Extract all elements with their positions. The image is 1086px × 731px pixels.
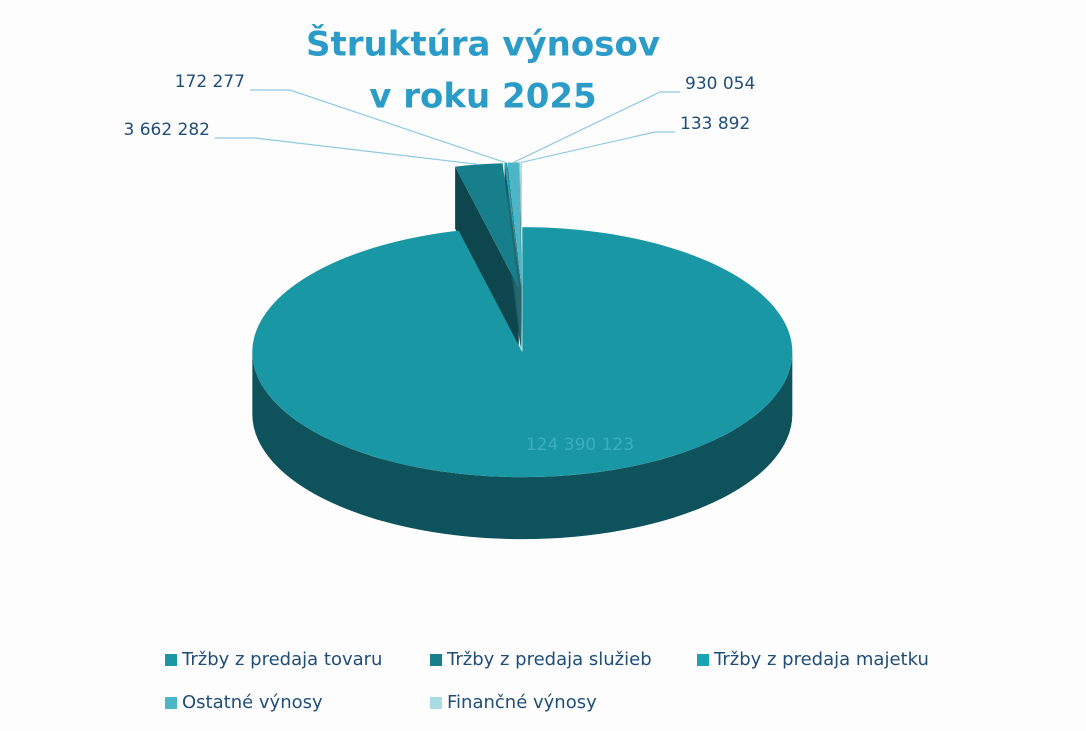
data-label: 172 277 — [175, 72, 245, 92]
legend-label: Tržby z predaja tovaru — [181, 649, 382, 670]
legend-swatch — [430, 697, 442, 709]
data-label: 3 662 282 — [123, 120, 210, 140]
slice — [504, 162, 521, 288]
legend-label: Ostatné výnosy — [182, 692, 323, 713]
leader-line — [215, 137, 479, 166]
slice-side — [455, 166, 519, 351]
legend-label: Tržby z predaja služieb — [446, 649, 652, 670]
leader-line — [250, 89, 506, 164]
slice — [507, 162, 522, 288]
legend-label: Finančné výnosy — [447, 692, 597, 713]
slice-side — [252, 352, 793, 540]
leader-line — [520, 131, 675, 163]
legend-swatch — [165, 654, 177, 666]
legend-swatch — [697, 654, 709, 666]
chart-title: v roku 2025 — [369, 77, 596, 117]
slice — [455, 163, 519, 289]
chart-title: Štruktúra výnosov — [306, 24, 660, 65]
legend: Tržby z predaja tovaru Tržby z predaja sl… — [165, 649, 929, 713]
legend-label: Tržby z predaja majetku — [713, 649, 929, 670]
slice — [520, 162, 522, 288]
pie: 124 390 123 3 662 282 172 277 930 054 133 89… — [123, 72, 793, 540]
leader-line — [513, 91, 680, 164]
legend-swatch — [430, 654, 442, 666]
slice-side — [520, 162, 522, 350]
legend-swatch — [165, 697, 177, 709]
data-label: 124 390 123 — [526, 435, 634, 455]
data-label: 930 054 — [685, 74, 755, 94]
slice — [252, 227, 793, 478]
data-label: 133 892 — [680, 114, 750, 134]
